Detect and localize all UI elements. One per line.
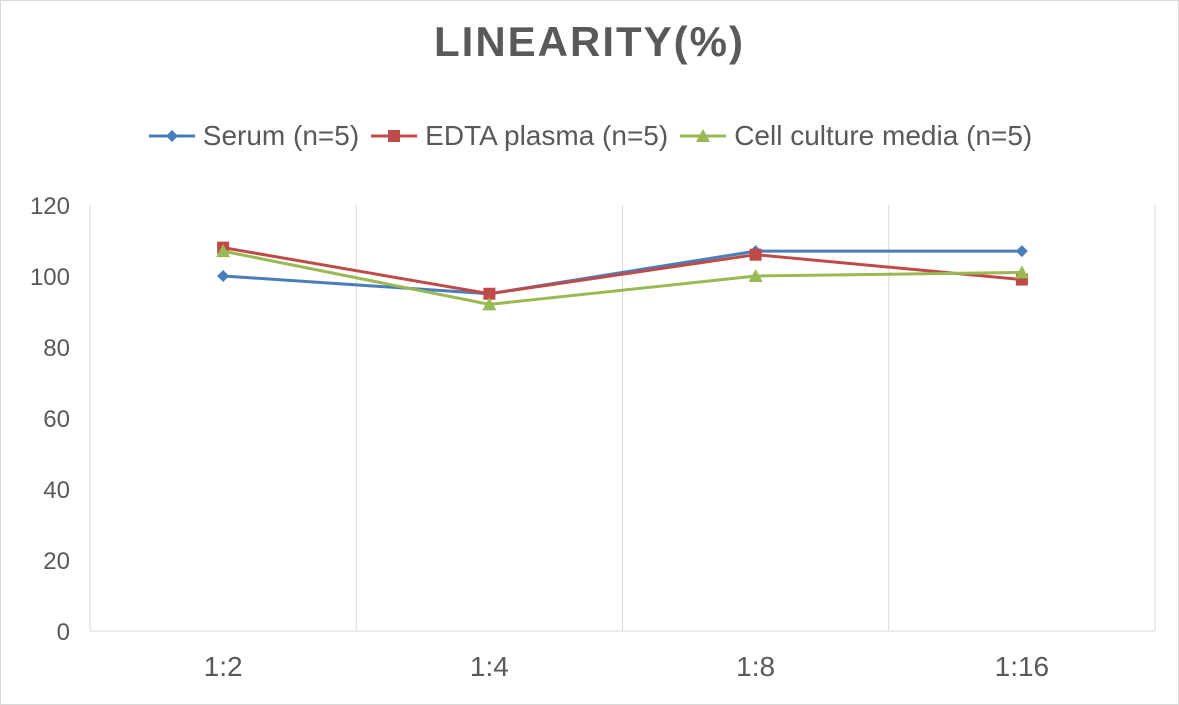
- chart-title: LINEARITY(%): [434, 18, 745, 65]
- y-tick-label: 20: [43, 548, 70, 575]
- y-tick-label: 40: [43, 477, 70, 504]
- legend-marker-diamond-icon: [148, 130, 195, 142]
- x-tick-label: 1:16: [995, 651, 1050, 682]
- y-tick-label: 120: [30, 193, 70, 220]
- data-point-triangle: [216, 244, 231, 258]
- legend-item-edta: EDTA plasma (n=5): [369, 120, 668, 152]
- chart-legend: Serum (n=5) EDTA plasma (n=5) Cell cultu…: [0, 120, 1179, 152]
- data-point-diamond: [1015, 245, 1028, 258]
- data-point-triangle: [1014, 265, 1029, 279]
- legend-item-cell-culture: Cell culture media (n=5): [678, 120, 1032, 152]
- x-tick-label: 1:4: [470, 651, 509, 682]
- series-line: [222, 249, 1022, 306]
- series-line: [223, 249, 1022, 296]
- data-point-triangle: [748, 269, 763, 282]
- legend-label-cell-culture: Cell culture media (n=5): [734, 120, 1033, 151]
- y-tick-label: 0: [57, 619, 70, 646]
- series-line: [222, 246, 1023, 296]
- legend-label-serum: Serum (n=5): [202, 120, 360, 151]
- y-tick-label: 100: [30, 264, 70, 291]
- legend-item-serum: Serum (n=5): [147, 120, 359, 152]
- x-tick-label: 1:8: [736, 651, 775, 682]
- data-point-triangle: [482, 297, 497, 311]
- legend-marker-triangle-icon: [680, 129, 727, 142]
- data-point-square: [483, 287, 496, 300]
- x-tick-label: 1:2: [204, 651, 243, 682]
- y-tick-label: 60: [43, 406, 70, 433]
- data-point-square: [749, 248, 762, 261]
- legend-label-edta: EDTA plasma (n=5): [425, 120, 669, 151]
- legend-marker-square-icon: [371, 130, 418, 142]
- y-tick-label: 80: [43, 335, 70, 362]
- data-point-diamond: [217, 270, 230, 282]
